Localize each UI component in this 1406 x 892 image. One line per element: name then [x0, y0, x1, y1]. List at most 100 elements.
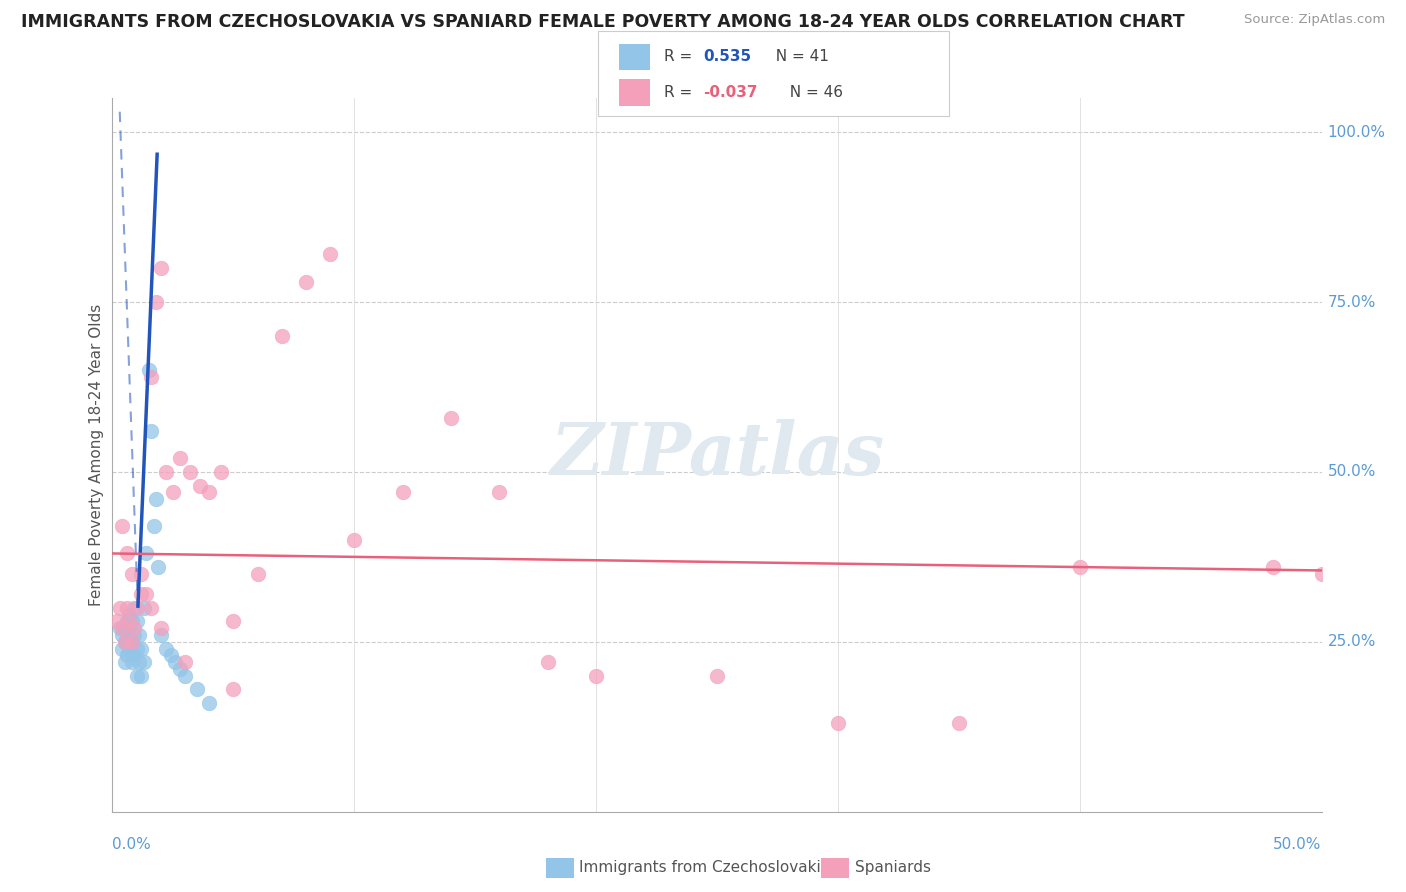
- Point: [222, 615, 245, 629]
- Text: 0.0%: 0.0%: [112, 837, 152, 852]
- Point: [122, 600, 145, 615]
- Point: [131, 587, 153, 601]
- Point: [188, 478, 211, 492]
- Point: [135, 546, 157, 560]
- Point: [149, 621, 172, 635]
- Point: [343, 533, 366, 547]
- Text: IMMIGRANTS FROM CZECHOSLOVAKIA VS SPANIARD FEMALE POVERTY AMONG 18-24 YEAR OLDS : IMMIGRANTS FROM CZECHOSLOVAKIA VS SPANIA…: [21, 13, 1185, 31]
- Point: [149, 260, 172, 275]
- Point: [114, 635, 136, 649]
- Point: [118, 607, 141, 622]
- Text: 50.0%: 50.0%: [1327, 465, 1376, 479]
- Text: Source: ZipAtlas.com: Source: ZipAtlas.com: [1244, 13, 1385, 27]
- Point: [138, 363, 160, 377]
- Point: [186, 682, 208, 697]
- Text: R =: R =: [664, 49, 697, 64]
- Text: Immigrants from Czechoslovakia: Immigrants from Czechoslovakia: [579, 860, 831, 874]
- Point: [222, 682, 245, 697]
- Point: [125, 641, 148, 656]
- Point: [121, 655, 143, 669]
- Point: [198, 485, 221, 500]
- Text: 25.0%: 25.0%: [1327, 634, 1376, 649]
- Point: [169, 451, 191, 466]
- Point: [319, 247, 342, 261]
- Point: [131, 669, 153, 683]
- Text: N = 41: N = 41: [766, 49, 830, 64]
- Point: [115, 600, 138, 615]
- Point: [145, 492, 167, 507]
- Point: [128, 655, 150, 669]
- Point: [165, 655, 187, 669]
- Point: [132, 600, 155, 615]
- Point: [114, 621, 136, 635]
- Point: [122, 648, 145, 663]
- Point: [111, 641, 134, 656]
- Y-axis label: Female Poverty Among 18-24 Year Olds: Female Poverty Among 18-24 Year Olds: [89, 304, 104, 606]
- Point: [198, 696, 221, 710]
- Point: [155, 465, 177, 479]
- Point: [141, 424, 163, 438]
- Point: [125, 615, 148, 629]
- Point: [115, 648, 138, 663]
- Text: 100.0%: 100.0%: [1327, 125, 1386, 140]
- Text: ZIPatlas: ZIPatlas: [550, 419, 884, 491]
- Point: [706, 669, 728, 683]
- Point: [159, 648, 181, 663]
- Point: [391, 485, 413, 500]
- Point: [131, 641, 153, 656]
- Point: [115, 635, 138, 649]
- Point: [1069, 560, 1091, 574]
- Point: [114, 655, 136, 669]
- Point: [121, 635, 143, 649]
- Point: [488, 485, 510, 500]
- Point: [128, 628, 150, 642]
- Point: [108, 600, 131, 615]
- Point: [118, 615, 141, 629]
- Point: [162, 485, 184, 500]
- Point: [1310, 566, 1333, 581]
- Point: [948, 716, 970, 731]
- Point: [169, 662, 191, 676]
- Text: 0.535: 0.535: [703, 49, 751, 64]
- Point: [115, 546, 138, 560]
- Point: [111, 621, 134, 635]
- Point: [118, 628, 141, 642]
- Text: 75.0%: 75.0%: [1327, 294, 1376, 310]
- Point: [121, 615, 143, 629]
- Point: [108, 621, 131, 635]
- Point: [121, 635, 143, 649]
- Point: [111, 519, 134, 533]
- Point: [1263, 560, 1285, 574]
- Point: [142, 519, 165, 533]
- Point: [827, 716, 849, 731]
- Text: Spaniards: Spaniards: [855, 860, 931, 874]
- Point: [115, 615, 138, 629]
- Point: [174, 655, 197, 669]
- Point: [135, 587, 157, 601]
- Text: N = 46: N = 46: [780, 85, 844, 100]
- Point: [246, 566, 269, 581]
- Point: [125, 669, 148, 683]
- Point: [209, 465, 232, 479]
- Text: 50.0%: 50.0%: [1274, 837, 1322, 852]
- Point: [121, 566, 143, 581]
- Point: [440, 410, 463, 425]
- Point: [118, 641, 141, 656]
- Point: [149, 628, 172, 642]
- Text: R =: R =: [664, 85, 697, 100]
- Point: [132, 655, 155, 669]
- Point: [105, 615, 128, 629]
- Point: [148, 560, 170, 574]
- Point: [270, 329, 292, 343]
- Point: [174, 669, 197, 683]
- Point: [131, 566, 153, 581]
- Point: [141, 369, 163, 384]
- Point: [537, 655, 560, 669]
- Point: [179, 465, 201, 479]
- Point: [585, 669, 607, 683]
- Point: [122, 628, 145, 642]
- Point: [114, 635, 136, 649]
- Point: [141, 600, 163, 615]
- Point: [111, 628, 134, 642]
- Point: [122, 621, 145, 635]
